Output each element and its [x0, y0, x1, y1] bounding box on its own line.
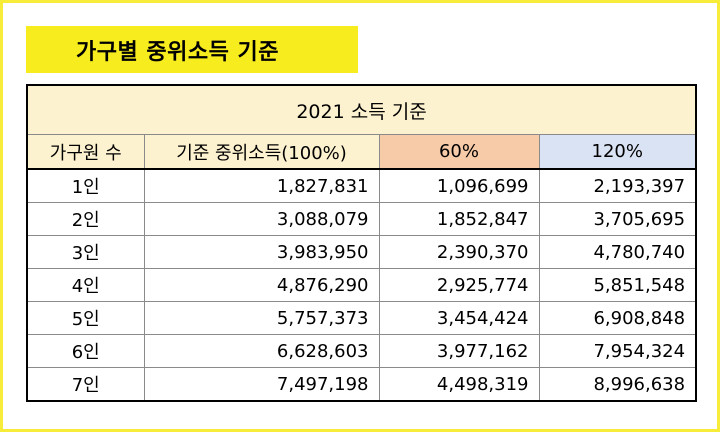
table-row: 4인 4,876,290 2,925,774 5,851,548: [26, 268, 697, 302]
median-income-cell: 6,628,603: [143, 334, 380, 368]
table-row: 5인 5,757,373 3,454,424 6,908,848: [26, 301, 697, 335]
income-120-percent-cell: 4,780,740: [538, 235, 697, 269]
income-120-percent-cell: 7,954,324: [538, 334, 697, 368]
table-row: 1인 1,827,831 1,096,699 2,193,397: [26, 168, 697, 203]
table-row: 7인 7,497,198 4,498,319 8,996,638: [26, 367, 697, 402]
income-60-percent-cell: 2,390,370: [378, 235, 540, 269]
income-120-percent-cell: 5,851,548: [538, 268, 697, 302]
household-size-cell: 1인: [26, 168, 145, 203]
income-120-percent-cell: 2,193,397: [538, 168, 697, 203]
income-60-percent-cell: 4,498,319: [378, 367, 540, 402]
table-caption-row: 2021 소득 기준: [26, 84, 697, 135]
column-header-household-size: 가구원 수: [26, 134, 145, 170]
income-120-percent-cell: 6,908,848: [538, 301, 697, 335]
column-header-60-percent: 60%: [378, 134, 540, 170]
table-caption: 2021 소득 기준: [26, 84, 697, 135]
income-60-percent-cell: 1,852,847: [378, 202, 540, 236]
title-banner: 가구별 중위소득 기준: [26, 26, 358, 73]
income-60-percent-cell: 3,454,424: [378, 301, 540, 335]
household-size-cell: 4인: [26, 268, 145, 302]
median-income-table: 2021 소득 기준 가구원 수 기준 중위소득(100%) 60% 120% …: [26, 84, 698, 402]
median-income-cell: 7,497,198: [143, 367, 380, 402]
household-size-cell: 2인: [26, 202, 145, 236]
income-120-percent-cell: 8,996,638: [538, 367, 697, 402]
income-60-percent-cell: 3,977,162: [378, 334, 540, 368]
median-income-cell: 5,757,373: [143, 301, 380, 335]
household-size-cell: 3인: [26, 235, 145, 269]
column-header-120-percent: 120%: [538, 134, 697, 170]
median-income-cell: 3,983,950: [143, 235, 380, 269]
page-title: 가구별 중위소득 기준: [76, 39, 279, 65]
column-header-median-income: 기준 중위소득(100%): [143, 134, 380, 170]
median-income-cell: 3,088,079: [143, 202, 380, 236]
income-60-percent-cell: 2,925,774: [378, 268, 540, 302]
table-row: 6인 6,628,603 3,977,162 7,954,324: [26, 334, 697, 368]
income-120-percent-cell: 3,705,695: [538, 202, 697, 236]
household-size-cell: 6인: [26, 334, 145, 368]
median-income-cell: 1,827,831: [143, 168, 380, 203]
column-header-row: 가구원 수 기준 중위소득(100%) 60% 120%: [26, 134, 697, 170]
table-row: 3인 3,983,950 2,390,370 4,780,740: [26, 235, 697, 269]
income-60-percent-cell: 1,096,699: [378, 168, 540, 203]
household-size-cell: 7인: [26, 367, 145, 402]
household-size-cell: 5인: [26, 301, 145, 335]
table-row: 2인 3,088,079 1,852,847 3,705,695: [26, 202, 697, 236]
median-income-cell: 4,876,290: [143, 268, 380, 302]
